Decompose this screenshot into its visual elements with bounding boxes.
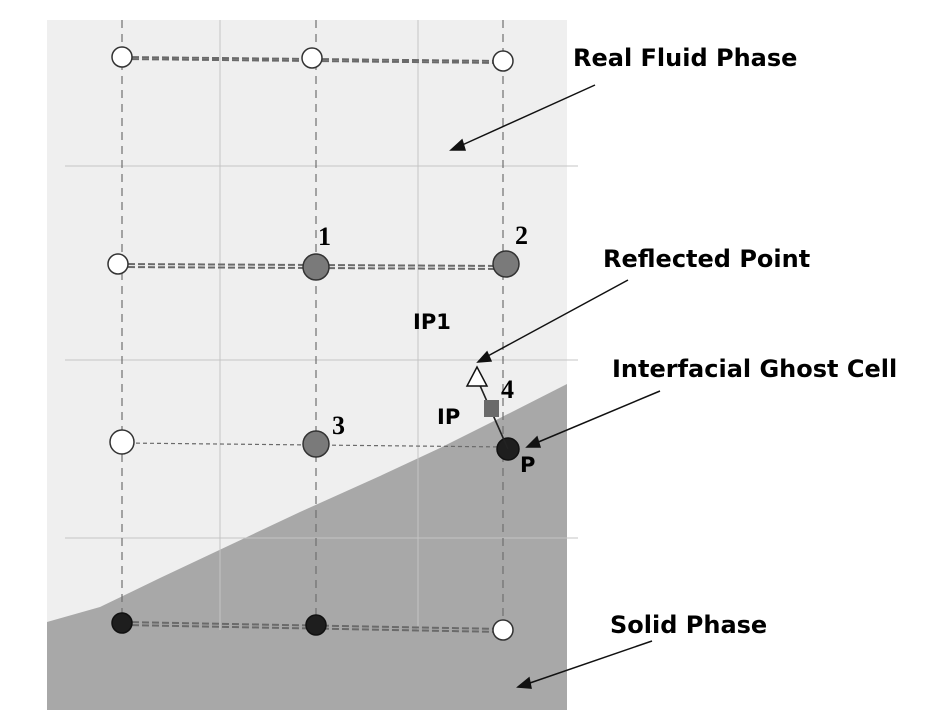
fluid-nodes	[107, 46, 514, 641]
interpolation-nodes	[302, 250, 520, 458]
solid-phase-label: Solid Phase	[610, 611, 767, 639]
node-number-4: 4	[501, 375, 514, 404]
ghost-node	[111, 612, 133, 634]
reflected-point-triangle	[465, 365, 489, 387]
interpolation-node-3	[302, 430, 330, 458]
ip1-label: IP1	[413, 310, 451, 334]
fluid-node	[492, 619, 514, 641]
p-label: P	[520, 453, 535, 477]
reflected-point-label: Reflected Point	[603, 245, 810, 273]
node-number-2: 2	[515, 221, 528, 250]
fluid-node	[111, 46, 133, 68]
arrows	[449, 84, 661, 689]
real-fluid-phase-label: Real Fluid Phase	[573, 44, 797, 72]
fluid-node	[107, 253, 129, 275]
interpolation-node-2	[492, 250, 520, 278]
interfacial-ghost-cell-label: Interfacial Ghost Cell	[612, 355, 897, 383]
arrowhead	[525, 435, 542, 448]
intercept-marker	[484, 400, 499, 417]
node-number-3: 3	[332, 411, 345, 440]
ip-label: IP	[437, 405, 460, 429]
ghost-node	[305, 614, 327, 636]
node-number-1: 1	[318, 222, 331, 251]
arrowhead	[516, 676, 532, 689]
interpolation-node-1	[302, 253, 330, 281]
node-lines-vertical	[121, 20, 504, 630]
fluid-node	[301, 47, 323, 69]
arrowhead	[449, 138, 467, 151]
fluid-node	[492, 50, 514, 72]
fluid-node	[109, 429, 135, 455]
arrowhead	[476, 350, 493, 363]
cell-grid	[65, 20, 578, 630]
